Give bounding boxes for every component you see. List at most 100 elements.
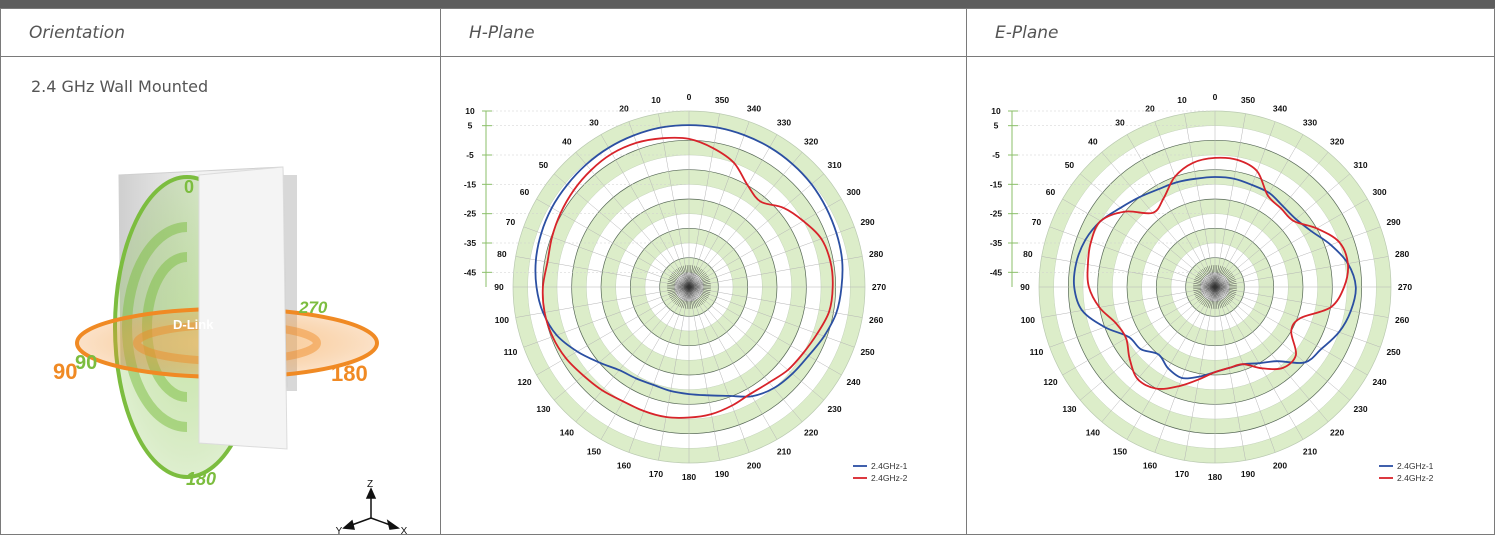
radial-tick-label: -15 bbox=[990, 179, 1003, 189]
angle-tick-label: 190 bbox=[1241, 469, 1255, 479]
antenna-panel-front bbox=[198, 166, 288, 450]
radial-tick-label: 10 bbox=[991, 106, 1001, 116]
orientation-cell: 2.4 GHz Wall Mounted bbox=[0, 56, 441, 535]
series-line-2-4ghz-1 bbox=[534, 124, 844, 398]
axis-label-z: Z bbox=[367, 479, 373, 490]
angle-tick-label: 170 bbox=[1175, 469, 1189, 479]
angle-tick-label: 100 bbox=[1021, 315, 1035, 325]
angle-tick-label: 30 bbox=[1115, 117, 1125, 127]
header-orientation: Orientation bbox=[29, 23, 125, 43]
antenna-pattern-table: Orientation H-Plane E-Plane 2.4 GHz Wall… bbox=[0, 8, 1495, 535]
angle-tick-label: 200 bbox=[747, 461, 761, 471]
angle-tick-label: 270 bbox=[1398, 282, 1412, 292]
h-plane-cell: 0 10 20 30 40 50 60 70 80 90 100 110 120 130 140 150 160… bbox=[440, 56, 967, 535]
radial-tick-label: -25 bbox=[990, 209, 1003, 219]
angle-tick-label: 100 bbox=[495, 315, 509, 325]
angle-tick-label: 240 bbox=[846, 377, 860, 387]
angle-tick-label: 0 bbox=[687, 92, 692, 102]
angle-tick-label: 180 bbox=[1208, 472, 1222, 482]
angle-tick-label: 10 bbox=[1177, 95, 1187, 105]
angle-tick-label: 170 bbox=[649, 469, 663, 479]
angle-tick-label: 60 bbox=[1046, 187, 1056, 197]
angle-tick-label: 70 bbox=[506, 217, 516, 227]
angle-tick-label: 350 bbox=[715, 95, 729, 105]
angle-tick-label: 320 bbox=[1330, 136, 1344, 146]
e-plane-cell: 0 10 20 30 40 50 60 70 80 90 100 110 120 130 140 150 160… bbox=[966, 56, 1495, 535]
angle-tick-label: 80 bbox=[497, 249, 507, 259]
axis-label-y: Y bbox=[336, 526, 343, 534]
angle-tick-label: 230 bbox=[827, 404, 841, 414]
angle-tick-label: 240 bbox=[1372, 377, 1386, 387]
angle-tick-label: 220 bbox=[1330, 428, 1344, 438]
angle-tick-label: 30 bbox=[589, 117, 599, 127]
ring-label-180-vertical: 180 bbox=[186, 469, 216, 489]
angle-tick-label: 260 bbox=[1395, 315, 1409, 325]
legend-label: 2.4GHz-1 bbox=[871, 461, 908, 471]
angle-tick-label: 50 bbox=[539, 160, 549, 170]
radial-tick-label: -5 bbox=[992, 150, 1000, 160]
series-line-2-4ghz-2 bbox=[1086, 156, 1349, 390]
angle-tick-label: 250 bbox=[860, 347, 874, 357]
antenna-illustration: D-Link 0 180 90 90 270 180 Z Y bbox=[53, 166, 408, 534]
angle-tick-label: 300 bbox=[846, 187, 860, 197]
radial-tick-label: -5 bbox=[466, 150, 474, 160]
angle-tick-label: 260 bbox=[869, 315, 883, 325]
data-row: 2.4 GHz Wall Mounted bbox=[0, 56, 1495, 535]
angle-tick-label: 60 bbox=[520, 187, 530, 197]
angle-tick-label: 90 bbox=[494, 282, 504, 292]
angle-tick-label: 160 bbox=[1143, 461, 1157, 471]
angle-tick-label: 150 bbox=[587, 447, 601, 457]
angle-tick-label: 330 bbox=[777, 117, 791, 127]
radial-tick-label: -45 bbox=[464, 267, 477, 277]
ring-label-90-orange: 90 bbox=[53, 359, 77, 384]
angle-tick-label: 180 bbox=[682, 472, 696, 482]
radial-tick-label: -35 bbox=[464, 238, 477, 248]
angle-tick-label: 130 bbox=[1062, 404, 1076, 414]
angle-tick-label: 220 bbox=[804, 428, 818, 438]
angle-tick-label: 20 bbox=[1145, 103, 1155, 113]
h-plane-polar-chart: 0 10 20 30 40 50 60 70 80 90 100 110 120 130 140 150 160… bbox=[464, 92, 908, 483]
angle-tick-label: 340 bbox=[747, 103, 761, 113]
angle-tick-label: 120 bbox=[1043, 377, 1057, 387]
angle-tick-label: 310 bbox=[827, 160, 841, 170]
angle-tick-label: 280 bbox=[869, 249, 883, 259]
angle-tick-label: 10 bbox=[651, 95, 661, 105]
ring-label-0: 0 bbox=[184, 177, 194, 197]
brand-logo: D-Link bbox=[173, 317, 214, 332]
ring-label-180-horizontal: 180 bbox=[331, 361, 368, 386]
angle-tick-label: 20 bbox=[619, 103, 629, 113]
angle-tick-label: 160 bbox=[617, 461, 631, 471]
angle-tick-label: 210 bbox=[1303, 447, 1317, 457]
angle-tick-label: 110 bbox=[1030, 347, 1044, 357]
angle-tick-label: 270 bbox=[872, 282, 886, 292]
angle-tick-label: 210 bbox=[777, 447, 791, 457]
header-cell-e-plane: E-Plane bbox=[966, 8, 1495, 57]
angle-tick-label: 50 bbox=[1065, 160, 1075, 170]
radial-tick-label: -35 bbox=[990, 238, 1003, 248]
angle-tick-label: 290 bbox=[860, 217, 874, 227]
angle-tick-label: 140 bbox=[560, 428, 574, 438]
angle-tick-label: 350 bbox=[1241, 95, 1255, 105]
angle-tick-label: 300 bbox=[1372, 187, 1386, 197]
ring-label-90-green: 90 bbox=[75, 352, 97, 374]
header-cell-h-plane: H-Plane bbox=[440, 8, 967, 57]
legend-label: 2.4GHz-2 bbox=[1397, 473, 1434, 483]
polar-grid bbox=[1038, 110, 1392, 464]
radial-tick-label: 5 bbox=[468, 121, 473, 131]
series-line-2-4ghz-2 bbox=[541, 136, 834, 419]
header-cell-orientation: Orientation bbox=[0, 8, 441, 57]
angle-tick-label: 130 bbox=[536, 404, 550, 414]
polar-grid bbox=[512, 110, 866, 464]
angle-tick-label: 200 bbox=[1273, 461, 1287, 471]
ring-label-270: 270 bbox=[298, 298, 328, 317]
angle-tick-label: 280 bbox=[1395, 249, 1409, 259]
top-bar bbox=[0, 0, 1495, 8]
angle-tick-label: 230 bbox=[1353, 404, 1367, 414]
header-row: Orientation H-Plane E-Plane bbox=[0, 8, 1495, 57]
radial-tick-label: 10 bbox=[465, 106, 475, 116]
radial-tick-label: -45 bbox=[990, 267, 1003, 277]
axis-label-x: X bbox=[401, 526, 408, 534]
angle-tick-label: 140 bbox=[1086, 428, 1100, 438]
radial-tick-label: -15 bbox=[464, 179, 477, 189]
angle-tick-label: 150 bbox=[1113, 447, 1127, 457]
